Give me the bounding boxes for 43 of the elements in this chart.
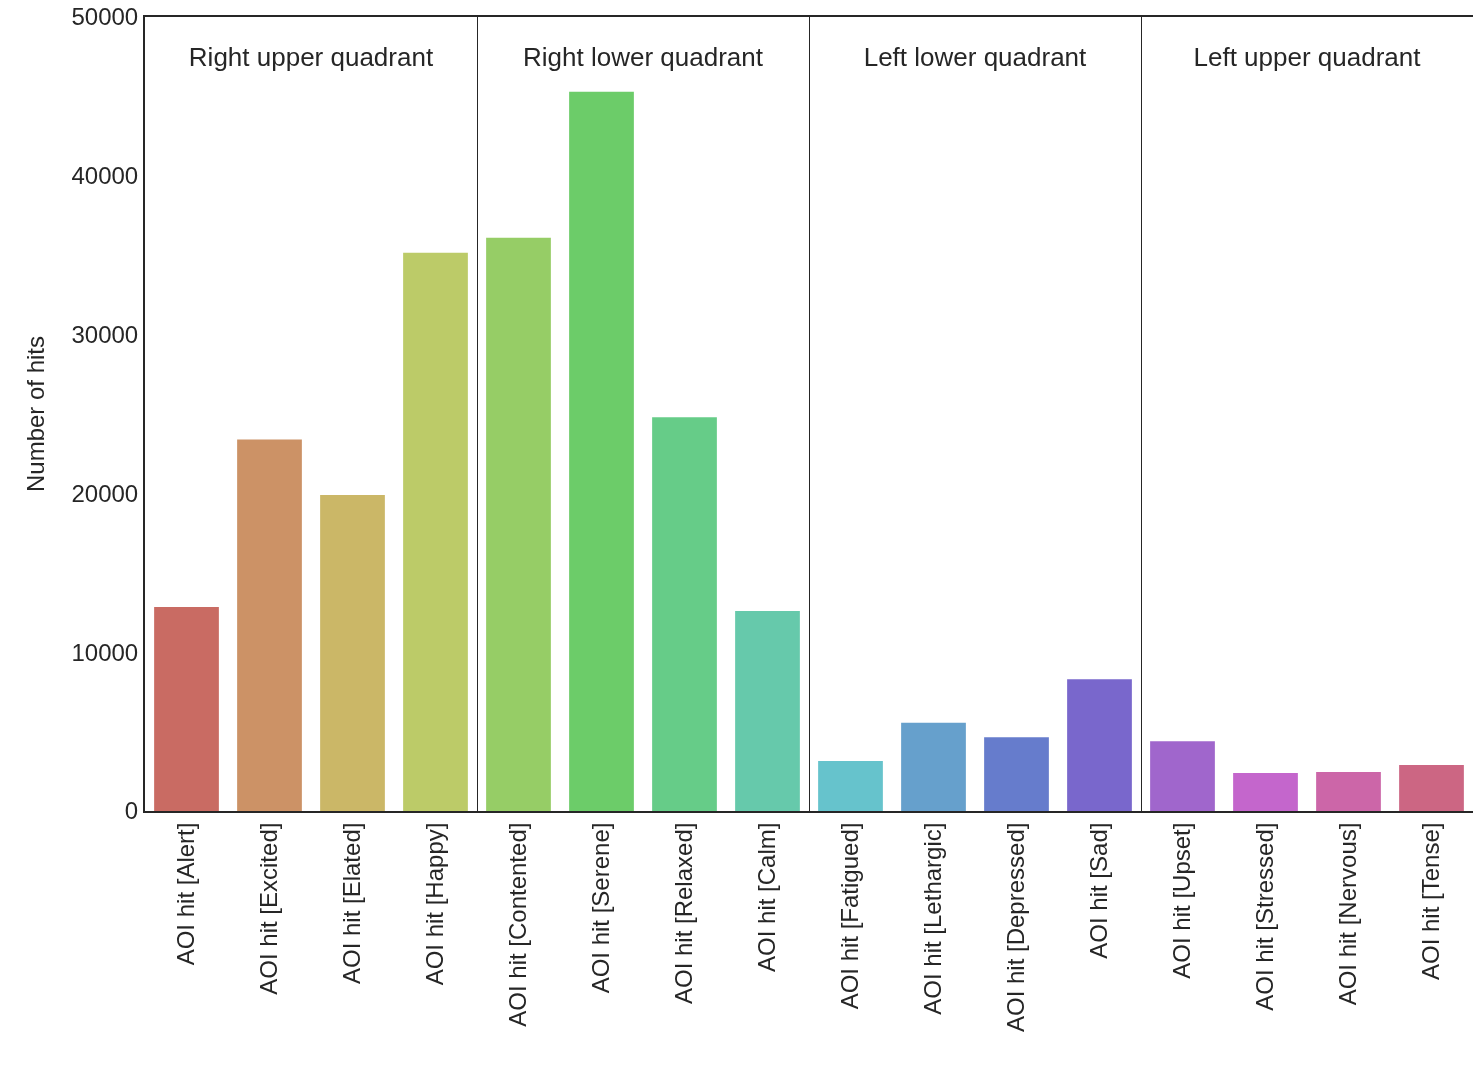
bar	[652, 417, 717, 811]
x-tick-label: AOI hit [Sad]	[1085, 822, 1113, 959]
x-tick-label: AOI hit [Happy]	[421, 822, 449, 986]
y-tick-label: 30000	[71, 321, 139, 348]
x-tick-label: AOI hit [Contented]	[504, 822, 532, 1027]
text: Right lower quadrant	[523, 41, 764, 72]
bar	[237, 439, 302, 811]
x-tick-label: AOI hit [Tense]	[1417, 822, 1445, 981]
x-tick-label: AOI hit [Alert]	[172, 822, 200, 966]
bar	[1316, 772, 1381, 811]
text: Right upper quadrant	[188, 41, 434, 72]
x-tick-label: AOI hit [Upset]	[1168, 822, 1196, 979]
y-tick-label: 20000	[71, 479, 139, 507]
bar	[154, 606, 219, 811]
x-tick-label: AOI hit [Fatigued]	[836, 822, 864, 1010]
y-tick-label: 50000	[71, 3, 139, 31]
y-tick-label: 10000	[71, 638, 139, 666]
x-tick-label: AOI hit [Relaxed]	[670, 822, 698, 1005]
text: Left upper quadrant	[1193, 41, 1422, 72]
y-tick-label: 40000	[71, 162, 139, 190]
x-tick-label: AOI hit [Lethargic]	[919, 822, 947, 1015]
bar	[1399, 764, 1464, 811]
bar	[818, 760, 883, 811]
bar	[486, 237, 551, 811]
y-axis-title: Number of hits	[22, 335, 50, 493]
bar	[1067, 679, 1132, 811]
y-tick-label: 0	[124, 797, 139, 825]
x-tick-label: AOI hit [Depressed]	[1002, 822, 1030, 1033]
x-tick-label: AOI hit [Excited]	[255, 822, 283, 995]
bar	[984, 737, 1049, 811]
x-tick-label: AOI hit [Nervous]	[1334, 822, 1362, 1006]
text: Left lower quadrant	[863, 41, 1088, 72]
x-tick-label: AOI hit [Stressed]	[1251, 822, 1279, 1011]
bar	[403, 252, 468, 811]
bar	[1150, 741, 1215, 811]
bar	[735, 610, 800, 811]
x-tick-label: AOI hit [Serene]	[587, 822, 615, 994]
bar	[569, 91, 634, 811]
bar	[320, 494, 385, 811]
x-tick-label: AOI hit [Elated]	[338, 822, 366, 985]
bar	[1233, 772, 1298, 811]
bar	[901, 722, 966, 811]
x-tick-label: AOI hit [Calm]	[753, 822, 781, 972]
